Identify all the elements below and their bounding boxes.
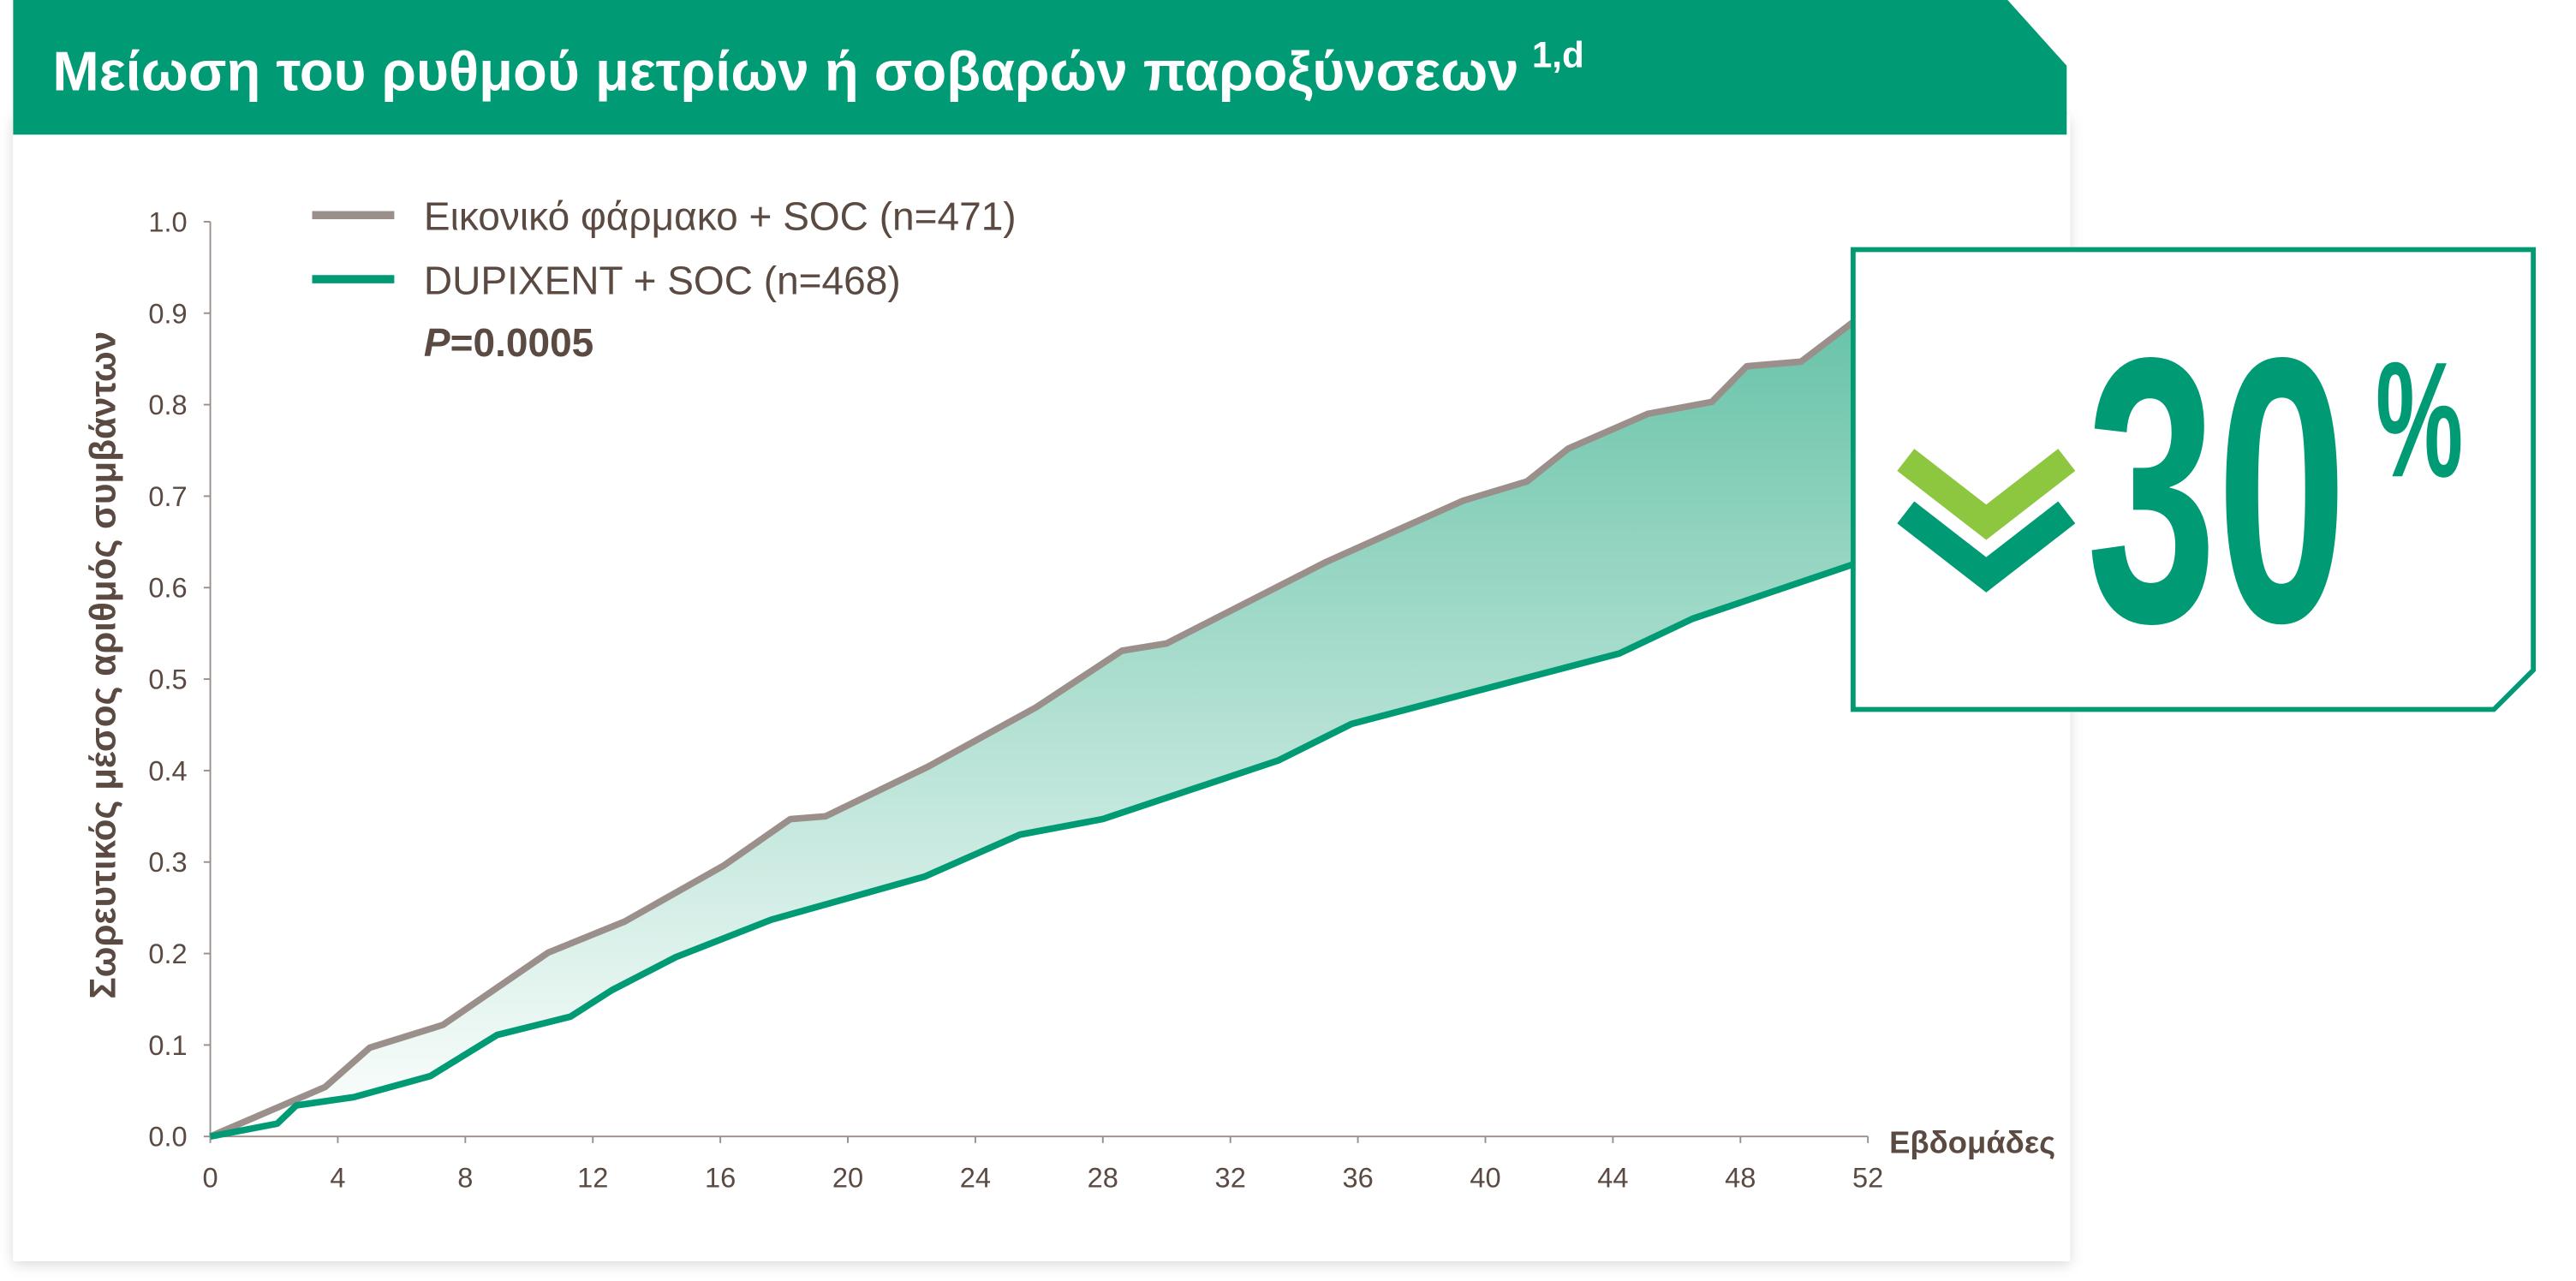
title-text: Μείωση του ρυθμού μετρίων ή σοβαρών παρο… bbox=[52, 39, 1518, 102]
plot: 0.00.10.20.30.40.50.60.70.80.91.00 4 8 12 16… bbox=[148, 206, 1883, 1193]
legend: Εικονικό φάρμακο + SOC (n=471) DUPIXENT +… bbox=[312, 194, 1017, 302]
x-axis-label: Εβδομάδες bbox=[1889, 1124, 2055, 1159]
y-axis-label: Σωρευτικός μέσος αριθμός συμβάντων bbox=[82, 331, 122, 999]
title: Μείωση του ρυθμού μετρίων ή σοβαρών παρο… bbox=[52, 35, 1583, 103]
y-tick-label: 0.2 bbox=[148, 938, 187, 969]
x-tick-label: 36 bbox=[1342, 1162, 1373, 1194]
callout-box bbox=[1851, 247, 2536, 712]
x-tick-label: 32 bbox=[1215, 1162, 1246, 1194]
x-tick-label: 8 bbox=[457, 1162, 473, 1194]
x-tick-label: 16 bbox=[705, 1162, 736, 1194]
y-tick-label: 0.3 bbox=[148, 846, 187, 878]
y-tick-label: 0.0 bbox=[148, 1121, 187, 1153]
gap-fill bbox=[210, 313, 1869, 1137]
y-tick-label: 0.8 bbox=[148, 389, 187, 420]
x-tick-label: 40 bbox=[1470, 1162, 1500, 1194]
callout-value: 30 bbox=[2086, 279, 2346, 701]
chevron-dark bbox=[1897, 501, 2076, 593]
title-superscript: 1,d bbox=[1532, 35, 1584, 75]
x-tick-label: 48 bbox=[1725, 1162, 1756, 1194]
y-tick-label: 0.1 bbox=[148, 1029, 187, 1061]
p-number: =0.0005 bbox=[450, 320, 594, 365]
legend-label: DUPIXENT + SOC (n=468) bbox=[424, 258, 901, 302]
series-line bbox=[209, 310, 1870, 1140]
x-tick-label: 24 bbox=[960, 1162, 991, 1194]
y-tick-label: 1.0 bbox=[148, 206, 187, 237]
callout: 30 % bbox=[1851, 247, 2536, 712]
y-tick-label: 0.7 bbox=[148, 480, 187, 512]
p-label: P bbox=[424, 320, 450, 365]
x-tick-label: 0 bbox=[202, 1162, 218, 1194]
x-tick-label: 52 bbox=[1852, 1162, 1883, 1194]
chevron-light bbox=[1897, 449, 2076, 540]
legend-label: Εικονικό φάρμακο + SOC (n=471) bbox=[424, 194, 1017, 239]
x-tick-label: 44 bbox=[1597, 1162, 1628, 1194]
x-tick-label: 28 bbox=[1088, 1162, 1118, 1194]
y-tick-label: 0.6 bbox=[148, 572, 187, 604]
p-value: P=0.0005 bbox=[424, 320, 593, 365]
callout-unit: % bbox=[2376, 328, 2463, 512]
y-tick-label: 0.5 bbox=[148, 664, 187, 695]
x-tick-label: 4 bbox=[330, 1162, 345, 1194]
y-tick-label: 0.4 bbox=[148, 754, 187, 786]
x-tick-label: 20 bbox=[832, 1162, 863, 1194]
y-tick-label: 0.9 bbox=[148, 297, 187, 329]
series-line bbox=[209, 557, 1869, 1140]
header-band bbox=[13, 0, 2067, 135]
x-tick-label: 12 bbox=[577, 1162, 608, 1194]
